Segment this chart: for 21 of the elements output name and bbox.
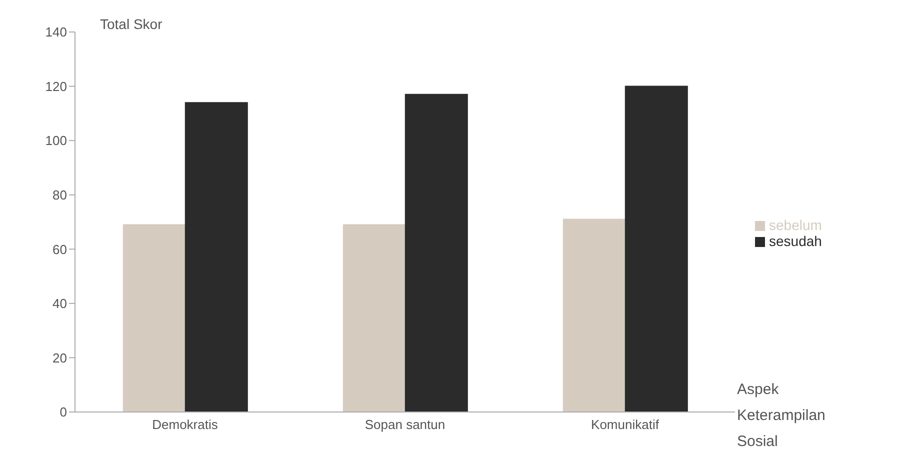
bar <box>562 218 626 412</box>
bar <box>624 86 688 412</box>
bar <box>404 94 468 412</box>
x-tick-label: Komunikatif <box>591 417 660 432</box>
legend-label: sebelum <box>769 217 822 233</box>
bar <box>184 102 248 412</box>
legend-label: sesudah <box>769 233 822 249</box>
y-tick-label: 80 <box>52 187 67 202</box>
bar <box>122 224 186 412</box>
x-tick-label: Sopan santun <box>364 417 446 432</box>
y-tick-label: 20 <box>52 350 67 366</box>
y-tick-label: 0 <box>60 404 67 420</box>
bar <box>342 224 406 412</box>
y-tick-label: 120 <box>45 78 67 94</box>
y-axis-title: Total Skor <box>100 16 162 32</box>
y-tick-label: 100 <box>45 133 67 148</box>
y-tick-label: 140 <box>45 24 67 40</box>
y-tick-label: 60 <box>52 242 67 257</box>
x-axis-title: Aspek Keterampilan Sosial <box>737 381 826 450</box>
y-tick-label: 40 <box>52 296 67 312</box>
x-tick-label: Demokratis <box>152 417 218 432</box>
